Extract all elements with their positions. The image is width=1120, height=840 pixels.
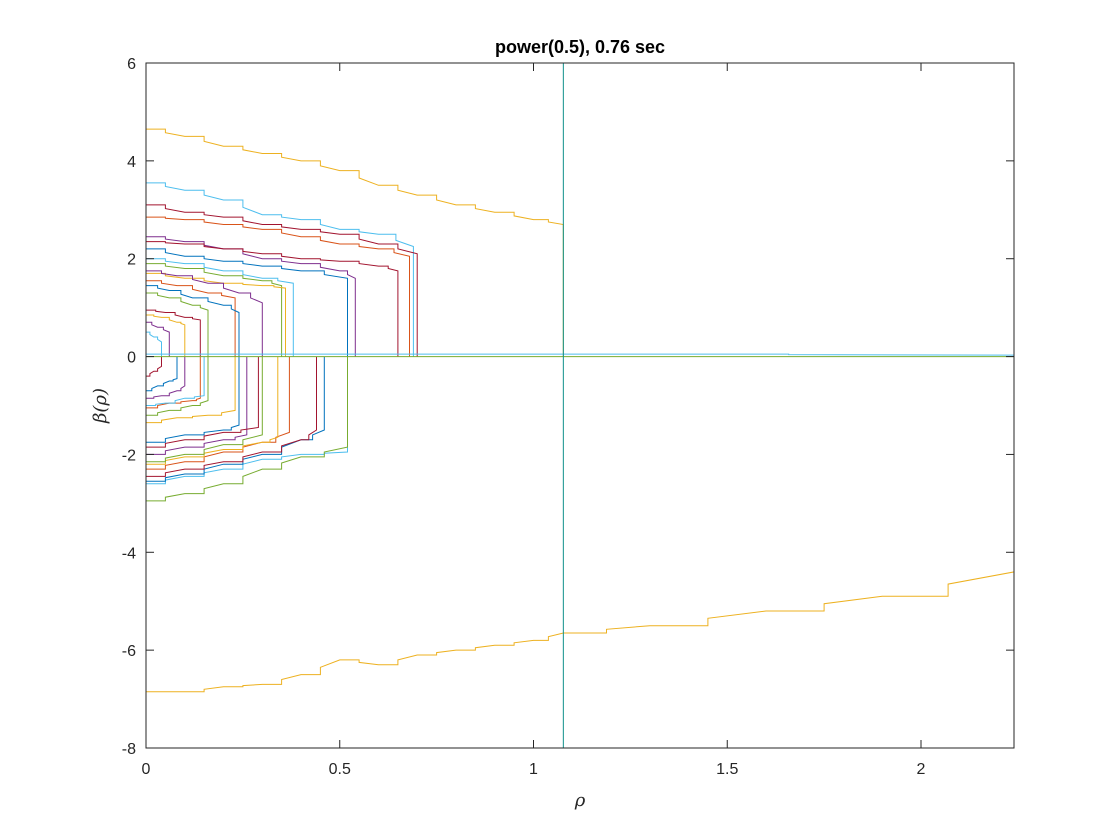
- series-line-36: [146, 353, 1015, 356]
- y-tick-label-4: 0: [127, 350, 136, 367]
- series-line-32: [146, 356, 205, 406]
- y-tick-label-5: 2: [127, 252, 136, 269]
- series-line-20: [146, 356, 348, 502]
- series-line-28: [146, 356, 240, 443]
- series-line-29: [146, 356, 236, 424]
- axes-background: [146, 63, 1014, 748]
- series-line-22: [146, 356, 317, 477]
- series-line-3: [146, 204, 418, 357]
- chart-title: power(0.5), 0.76 sec: [495, 37, 665, 57]
- y-axis-label: β(ρ): [90, 388, 111, 424]
- y-tick-label-2: -4: [122, 545, 136, 562]
- series-line-7: [146, 248, 348, 357]
- plot-area: 0 0.5 1 1.5 2 -8 -6 -4 -2 0 2 4 6: [122, 56, 1015, 778]
- series-line-1: [146, 356, 1015, 693]
- series-line-34: [146, 356, 178, 392]
- series-line-9: [146, 263, 283, 357]
- series-line-27: [146, 356, 259, 448]
- series-line-35: [146, 356, 162, 377]
- series-line-31: [146, 356, 201, 409]
- x-tick-label-2: 1: [529, 761, 538, 778]
- y-tick-label-3: -2: [122, 447, 136, 464]
- series-line-26: [146, 356, 248, 455]
- series-line-16: [146, 314, 186, 357]
- x-tick-label-4: 2: [917, 761, 926, 778]
- series-line-2: [146, 182, 414, 357]
- y-tick-label-0: -8: [122, 741, 136, 758]
- series-line-4: [146, 216, 410, 357]
- series-line-30: [146, 356, 209, 416]
- x-tick-label-1: 0.5: [329, 761, 351, 778]
- axes-box: [145, 62, 1015, 749]
- y-tick-label-1: -6: [122, 643, 136, 660]
- series-line-10: [146, 272, 286, 357]
- series-line-12: [146, 280, 236, 357]
- series-group: [146, 128, 1015, 693]
- ticks-group: 0 0.5 1 1.5 2 -8 -6 -4 -2 0 2 4 6: [122, 56, 1014, 778]
- series-line-5: [146, 236, 356, 357]
- series-line-25: [146, 356, 263, 463]
- x-axis-label: ρ: [574, 790, 586, 811]
- series-line-0: [146, 128, 564, 357]
- series-line-17: [146, 321, 170, 357]
- y-tick-label-7: 6: [127, 56, 136, 73]
- series-line-11: [146, 270, 263, 357]
- y-tick-label-6: 4: [127, 154, 136, 171]
- series-line-24: [146, 356, 279, 465]
- x-tick-label-0: 0: [142, 761, 151, 778]
- series-line-18: [146, 331, 162, 357]
- x-tick-label-3: 1.5: [716, 761, 738, 778]
- series-line-6: [146, 241, 399, 357]
- series-line-15: [146, 309, 201, 357]
- series-line-13: [146, 285, 240, 357]
- series-line-33: [146, 356, 186, 399]
- series-line-14: [146, 292, 209, 357]
- series-line-8: [146, 258, 294, 357]
